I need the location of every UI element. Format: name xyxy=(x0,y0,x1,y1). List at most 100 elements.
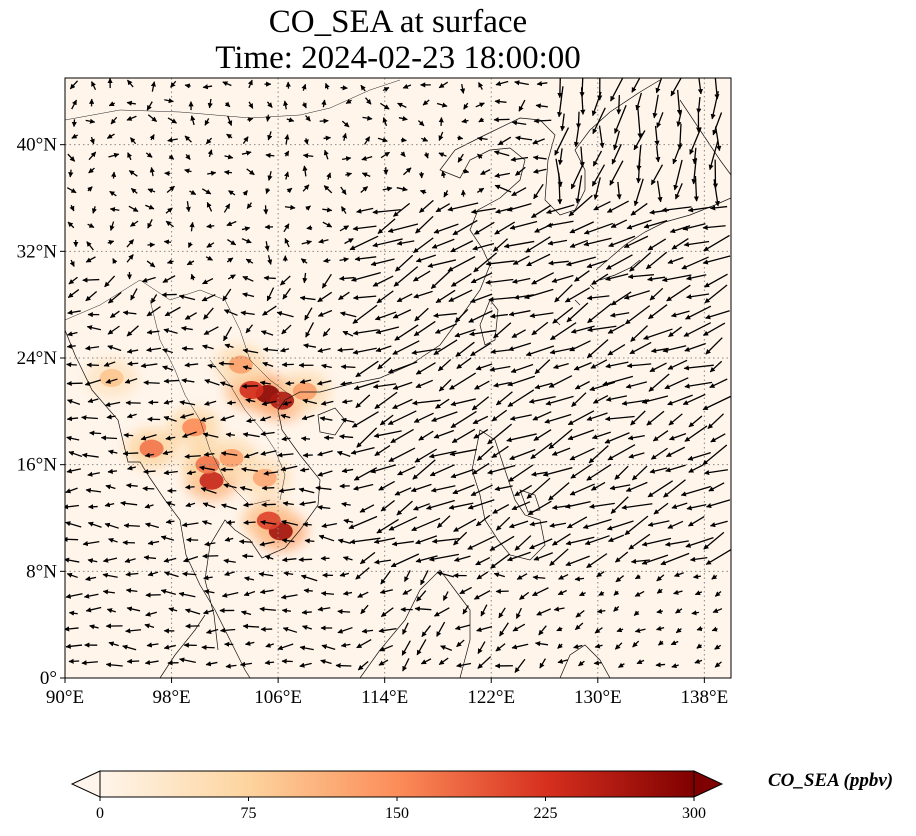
wind-arrow xyxy=(361,172,371,178)
wind-arrow xyxy=(280,413,291,419)
wind-arrow xyxy=(709,378,728,389)
wind-arrow xyxy=(126,413,137,419)
wind-arrow xyxy=(89,624,99,630)
wind-arrow xyxy=(282,501,294,507)
wind-arrow xyxy=(281,324,292,335)
co-hotspot xyxy=(99,369,124,387)
wind-arrow xyxy=(480,169,491,176)
wind-arrow xyxy=(660,552,690,566)
wind-arrow xyxy=(206,223,215,229)
wind-arrow xyxy=(637,107,643,139)
wind-arrow xyxy=(491,409,508,422)
wind-arrow xyxy=(280,594,298,600)
wind-arrow xyxy=(396,186,408,192)
wind-arrow xyxy=(242,432,260,438)
wind-arrow xyxy=(508,464,534,482)
wind-arrow xyxy=(146,347,162,353)
wind-arrow xyxy=(710,91,719,120)
wind-arrow xyxy=(125,571,139,577)
wind-arrow xyxy=(584,535,610,546)
wind-arrow xyxy=(641,395,669,404)
wind-arrow xyxy=(625,381,648,389)
wind-arrow xyxy=(318,534,335,542)
wind-arrow xyxy=(650,164,664,186)
wind-arrow xyxy=(508,310,531,317)
wind-arrow xyxy=(69,204,75,212)
wind-arrow xyxy=(419,199,434,213)
wind-arrow xyxy=(129,137,137,145)
wind-arrow xyxy=(647,480,674,498)
wind-arrow xyxy=(709,520,728,528)
wind-arrow xyxy=(554,284,573,303)
wind-arrow xyxy=(239,485,253,491)
wind-arrow xyxy=(516,573,528,580)
wind-arrow xyxy=(204,541,216,547)
wind-arrow xyxy=(146,101,153,111)
wind-arrow xyxy=(548,260,569,266)
wind-arrow xyxy=(124,558,136,563)
wind-arrow xyxy=(430,485,456,493)
wind-arrow xyxy=(460,83,466,94)
co-hotspot xyxy=(239,381,264,399)
co-hotspot xyxy=(256,511,281,530)
wind-arrow xyxy=(265,188,271,195)
wind-arrow xyxy=(596,570,605,578)
wind-arrow xyxy=(709,205,728,211)
wind-arrow xyxy=(436,571,455,578)
wind-arrow xyxy=(434,323,457,334)
wind-arrow xyxy=(165,220,174,228)
wind-arrow xyxy=(126,254,134,263)
wind-arrow xyxy=(553,362,569,370)
wind-arrow xyxy=(345,98,352,105)
wind-arrow xyxy=(246,202,253,209)
wind-arrow xyxy=(260,431,275,437)
wind-arrow xyxy=(375,326,400,335)
wind-arrow xyxy=(524,288,554,300)
wind-arrow xyxy=(324,82,330,90)
wind-arrow xyxy=(205,137,213,145)
wind-arrow xyxy=(606,520,634,531)
wind-arrow xyxy=(691,610,699,616)
wind-arrow xyxy=(262,361,274,368)
wind-arrow xyxy=(454,328,476,338)
wind-arrow xyxy=(302,153,314,159)
wind-arrow xyxy=(388,447,416,463)
wind-arrow xyxy=(106,608,116,614)
wind-arrow xyxy=(653,502,669,515)
wind-arrow xyxy=(242,292,255,298)
wind-arrow xyxy=(248,101,254,109)
wind-arrow xyxy=(429,464,455,477)
wind-arrow xyxy=(400,151,406,157)
wind-arrow xyxy=(299,645,314,651)
wind-arrow xyxy=(533,118,552,124)
wind-arrow xyxy=(477,656,492,669)
wind-arrow xyxy=(88,151,97,161)
wind-arrow xyxy=(163,328,178,334)
wind-arrow xyxy=(705,310,730,320)
wind-arrow xyxy=(568,194,593,217)
wind-arrow xyxy=(415,362,436,375)
wind-arrow xyxy=(493,322,512,339)
wind-arrow xyxy=(317,470,333,477)
wind-arrow xyxy=(573,643,583,650)
wind-arrow xyxy=(301,102,307,109)
wind-arrow xyxy=(320,590,335,597)
wind-arrow xyxy=(242,276,254,282)
wind-arrow xyxy=(85,487,102,494)
wind-arrow xyxy=(226,519,236,525)
wind-arrow xyxy=(184,362,199,368)
wind-arrow xyxy=(299,662,312,668)
wind-arrow xyxy=(380,151,390,159)
wind-arrow xyxy=(259,606,276,612)
x-tick-label: 138°E xyxy=(681,687,729,708)
wind-arrow xyxy=(224,571,235,577)
wind-arrow xyxy=(470,484,493,497)
co-hotspot xyxy=(270,391,295,410)
wind-arrow xyxy=(326,172,332,180)
wind-arrow xyxy=(360,84,366,92)
wind-arrow xyxy=(260,330,274,336)
wind-arrow xyxy=(351,411,379,428)
wind-arrow xyxy=(379,414,394,426)
wind-arrow xyxy=(431,411,458,422)
wind-arrow xyxy=(616,95,622,115)
